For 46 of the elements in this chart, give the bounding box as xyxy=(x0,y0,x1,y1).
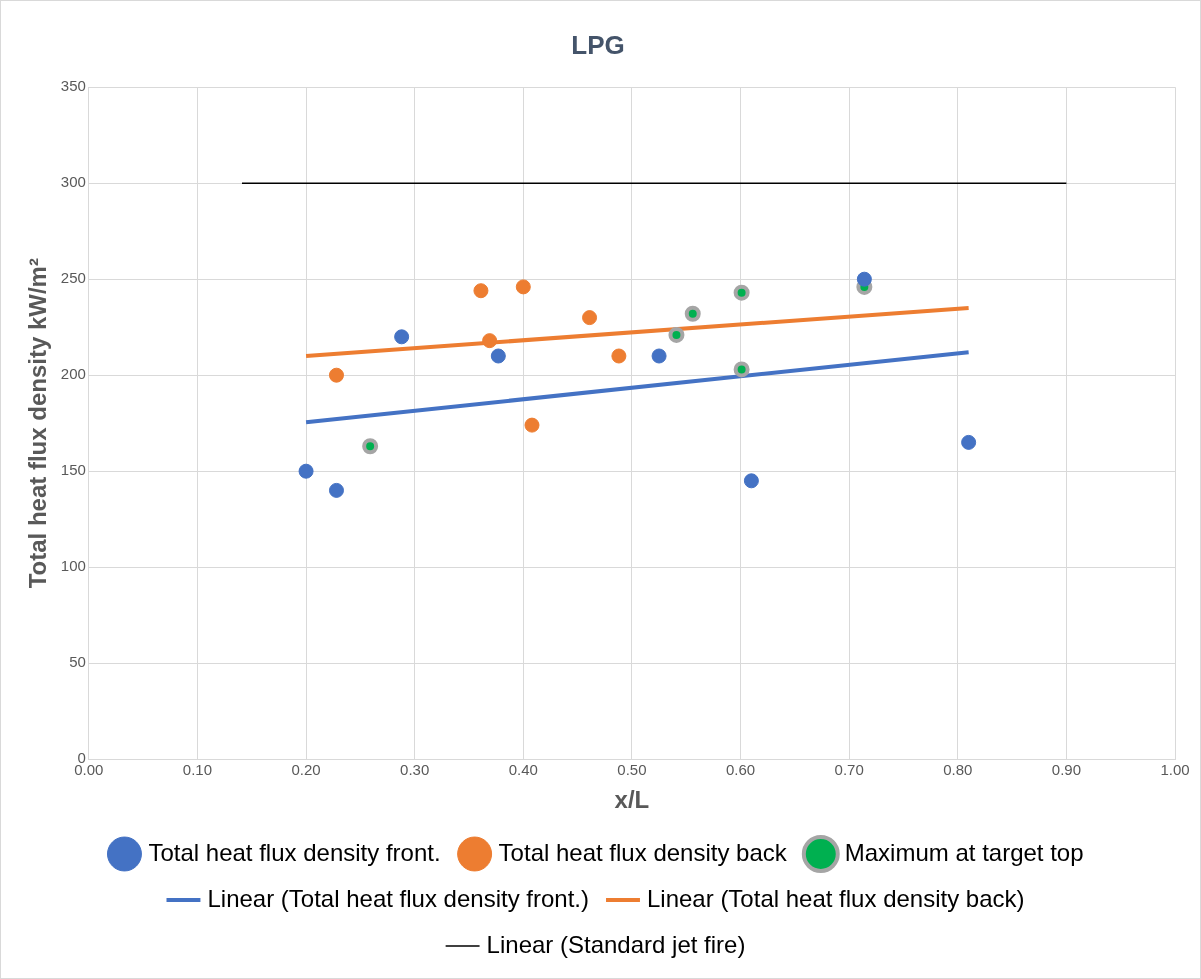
y-tick-label: 350 xyxy=(60,77,86,95)
x-axis-title: x/L xyxy=(614,786,650,814)
point xyxy=(733,361,750,378)
x-tick-label: 0.90 xyxy=(1051,761,1081,779)
x-tick-label: 0.40 xyxy=(508,761,538,779)
x-tick-label: 0.10 xyxy=(182,761,213,779)
legend-label: Linear (Total heat flux density back) xyxy=(647,884,1025,912)
point xyxy=(582,310,598,326)
y-tick-label: 300 xyxy=(60,173,86,191)
point xyxy=(394,329,410,345)
x-tick-label: 1.00 xyxy=(1160,761,1190,779)
point xyxy=(611,348,627,364)
x-tick-label: 0.60 xyxy=(725,761,756,779)
point xyxy=(684,305,701,322)
x-tick-label: 0.30 xyxy=(400,761,430,779)
y-tick-label: 100 xyxy=(60,557,86,575)
y-tick-label: 250 xyxy=(60,269,86,287)
point xyxy=(490,348,506,364)
x-tick-label: 0.70 xyxy=(834,761,864,779)
point xyxy=(856,271,872,287)
x-tick-label: 0.50 xyxy=(617,761,647,779)
legend-label: Maximum at target top xyxy=(844,838,1084,866)
point xyxy=(482,333,498,349)
point xyxy=(743,473,759,489)
legend-label: Total heat flux density front. xyxy=(148,838,441,866)
chart-title: LPG xyxy=(571,29,625,60)
point xyxy=(362,438,379,455)
y-axis-title: Total heat flux density kW/m² xyxy=(24,258,52,589)
y-tick-label: 150 xyxy=(60,461,86,479)
legend-label: Linear (Standard jet fire) xyxy=(486,930,746,958)
y-tick-label: 50 xyxy=(69,653,86,671)
point xyxy=(524,417,540,433)
x-tick-label: 0.80 xyxy=(943,761,973,779)
x-tick-label: 0.20 xyxy=(291,761,321,779)
point xyxy=(961,434,977,450)
point xyxy=(473,283,489,299)
point xyxy=(651,348,667,364)
y-tick-label: 200 xyxy=(60,365,86,383)
point xyxy=(298,463,314,479)
legend-label: Total heat flux density back xyxy=(498,838,788,866)
point xyxy=(328,367,344,383)
point xyxy=(328,482,344,498)
legend-label: Linear (Total heat flux density front.) xyxy=(207,884,589,912)
point xyxy=(515,279,531,295)
point xyxy=(733,284,750,301)
point xyxy=(668,326,685,343)
